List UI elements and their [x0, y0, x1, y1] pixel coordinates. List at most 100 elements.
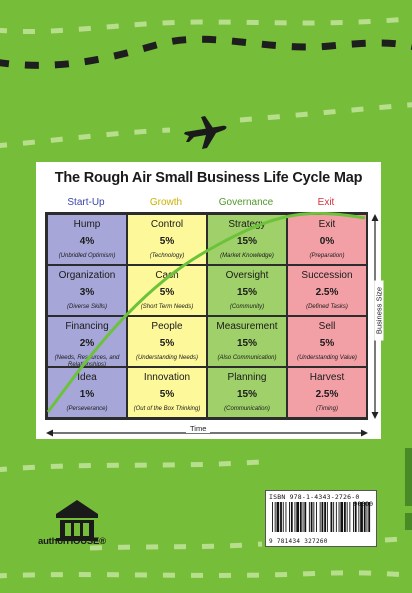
barcode-bar — [360, 502, 363, 532]
barcode-bar — [358, 502, 360, 532]
column-header-growth: Growth — [149, 197, 183, 208]
grid-cell: Hump 4% (Unbridled Optimism) — [47, 214, 127, 265]
barcode-bar — [296, 502, 299, 532]
cell-percentage: 5% — [319, 338, 335, 349]
life-cycle-map-card: The Rough Air Small Business Life Cycle … — [36, 162, 384, 439]
barcode-bar — [299, 502, 302, 532]
barcode-bar — [338, 502, 340, 532]
cell-subtitle: (Perseverance) — [66, 406, 108, 412]
cell-name: Measurement — [216, 321, 278, 332]
cell-name: Control — [150, 219, 184, 230]
cell-subtitle: (Out of the Box Thinking) — [133, 406, 201, 412]
airplane-icon — [184, 116, 227, 149]
cell-percentage: 4% — [79, 236, 95, 247]
cell-subtitle: (Technology) — [149, 253, 185, 259]
barcode-bar — [285, 502, 287, 532]
grid-cell: Organization 3% (Diverse Skills) — [47, 265, 127, 316]
authorhouse-logo-icon — [56, 500, 98, 541]
cell-name: Financing — [65, 321, 109, 332]
publisher-name: authorHOUSE® — [38, 536, 106, 547]
cell-subtitle: (Understanding Needs) — [135, 355, 199, 361]
grid-cell: Strategy 15% (Market Knowledge) — [207, 214, 287, 265]
barcode-bar — [340, 502, 344, 532]
cell-percentage: 15% — [236, 389, 257, 400]
cell-name: Planning — [227, 372, 267, 383]
barcode-bar — [290, 502, 293, 532]
life-cycle-grid: Hump 4% (Unbridled Optimism) Control 5% (Tech… — [45, 212, 368, 420]
barcode-bar — [335, 502, 337, 532]
grid-cell: Harvest 2.5% (Timing) — [287, 367, 367, 418]
barcode-bar — [308, 502, 310, 532]
cell-percentage: 2.5% — [315, 287, 339, 298]
grid-cell: People 5% (Understanding Needs) — [127, 316, 207, 367]
spine-edge-upper — [405, 448, 412, 506]
time-axis-arrow — [46, 429, 368, 437]
cell-name: Succession — [301, 270, 353, 281]
cell-name: Exit — [318, 219, 336, 230]
cell-subtitle: (Market Knowledge) — [220, 253, 274, 259]
grid-cell: Innovation 5% (Out of the Box Thinking) — [127, 367, 207, 418]
grid-cell: Planning 15% (Communication) — [207, 367, 287, 418]
cell-subtitle: (Also Communication) — [217, 355, 277, 361]
barcode-bar — [363, 502, 366, 532]
barcode-bar — [346, 502, 348, 532]
barcode-bar — [324, 502, 326, 532]
cell-name: Strategy — [228, 219, 266, 230]
cell-subtitle: (Preparation) — [309, 253, 345, 259]
barcode-bar — [302, 502, 304, 532]
cell-name: Organization — [58, 270, 116, 281]
grid-cell: Succession 2.5% (Defined Tasks) — [287, 265, 367, 316]
cell-percentage: 5% — [159, 287, 175, 298]
cell-subtitle: (Unbridled Optimism) — [58, 253, 116, 259]
cell-percentage: 2.5% — [315, 389, 339, 400]
barcode-bar — [289, 502, 290, 532]
cell-name: People — [151, 321, 183, 332]
price-code: 90000 — [353, 500, 373, 508]
cell-percentage: 0% — [319, 236, 335, 247]
grid-cell: Financing 2% (Needs, Resources, and Relati… — [47, 316, 127, 368]
cell-name: Harvest — [309, 372, 345, 383]
barcode-bar — [319, 502, 321, 532]
barcode-bar — [344, 502, 346, 532]
cell-subtitle: (Timing) — [316, 406, 338, 412]
cell-percentage: 5% — [159, 338, 175, 349]
spine-edge-lower — [405, 513, 412, 530]
isbn-barcode: ISBN 978-1-4343-2726-0 90000 9 781434 32… — [265, 490, 377, 547]
cell-name: Sell — [318, 321, 336, 332]
column-headers: Start-Up Growth Governance Exit — [46, 197, 366, 211]
barcode-bar — [353, 502, 354, 532]
grid-cell: Cash 5% (Short Term Needs) — [127, 265, 207, 316]
cell-percentage: 2% — [79, 338, 95, 349]
grid-cell: Measurement 15% (Also Communication) — [207, 316, 287, 367]
barcode-bar — [366, 502, 368, 532]
cell-name: Oversight — [225, 270, 269, 281]
grid-cell: Idea 1% (Perseverance) — [47, 367, 127, 418]
cell-subtitle: (Communication) — [224, 406, 270, 412]
cell-percentage: 3% — [79, 287, 95, 298]
barcode-bar — [274, 502, 276, 532]
barcode-bar — [304, 502, 307, 532]
barcode-bar — [282, 502, 284, 532]
barcode-bar — [294, 502, 296, 532]
barcode-number: 9 781434 327260 — [269, 538, 328, 545]
cell-name: Hump — [73, 219, 101, 230]
barcode-bar — [354, 502, 357, 532]
cell-subtitle: (Understanding Value) — [297, 355, 357, 361]
column-header-start-up: Start-Up — [67, 197, 105, 208]
barcode-bar — [310, 502, 313, 532]
barcode-bar — [368, 502, 371, 532]
grid-cell: Control 5% (Technology) — [127, 214, 207, 265]
cell-percentage: 15% — [236, 287, 257, 298]
cell-percentage: 1% — [79, 389, 95, 400]
barcode-bar — [313, 502, 315, 532]
barcode-bar — [280, 502, 282, 532]
cell-subtitle: (Defined Tasks) — [306, 304, 348, 310]
cell-name: Innovation — [143, 372, 191, 383]
isbn-text: ISBN 978-1-4343-2726-0 — [269, 493, 360, 501]
cell-percentage: 5% — [159, 236, 175, 247]
cell-subtitle: (Community) — [229, 304, 265, 310]
column-header-exit: Exit — [317, 197, 335, 208]
barcode-bar — [272, 502, 273, 532]
cell-percentage: 15% — [236, 338, 257, 349]
barcode-bar — [276, 502, 280, 532]
